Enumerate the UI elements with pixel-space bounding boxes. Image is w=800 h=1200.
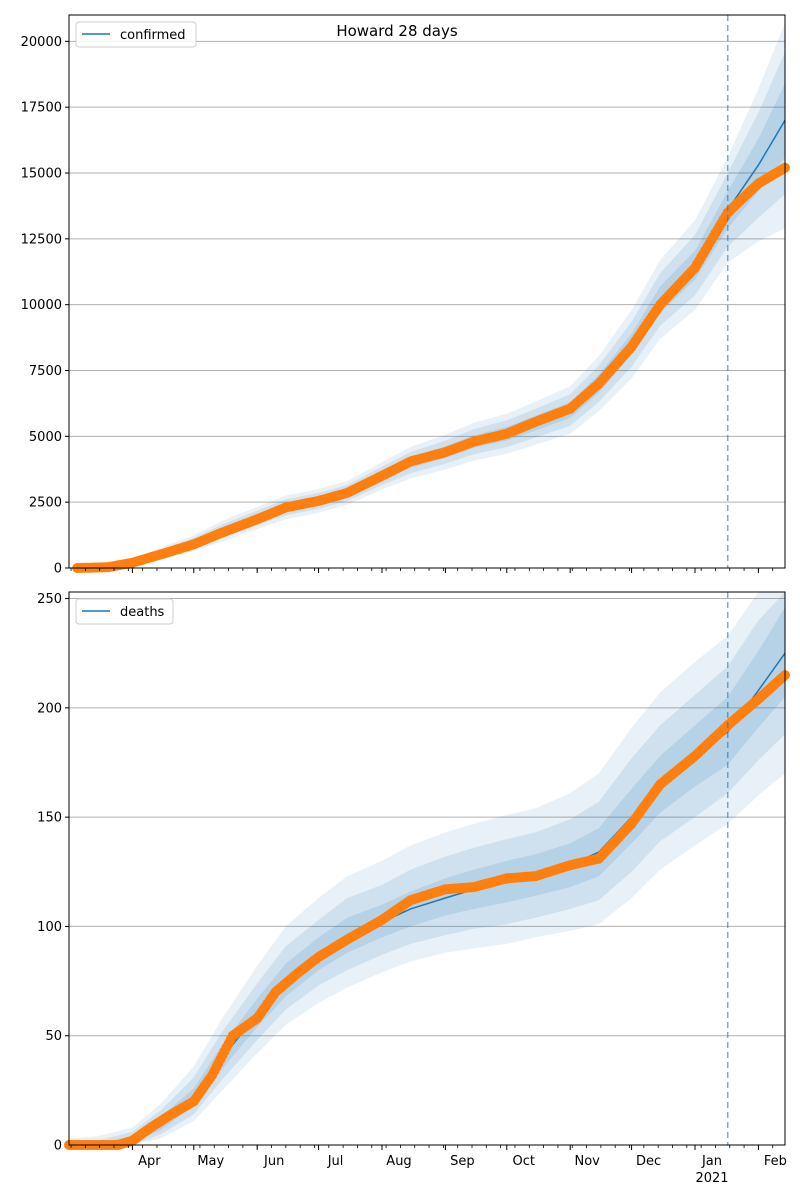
deaths-panel: 0 50 100 150 200 250 Apr May Jun Jul Aug Sep Oct Nov D… — [37, 591, 790, 1186]
deaths-x-tick-label: Oct — [513, 1154, 535, 1169]
confirmed-legend: confirmed — [75, 21, 197, 48]
confirmed-legend-label: confirmed — [120, 28, 186, 43]
deaths-x-tick-label: Feb — [764, 1154, 787, 1169]
deaths-x-tick-label: Jun — [263, 1154, 284, 1169]
deaths-y-tick-label: 0 — [54, 1139, 62, 1154]
deaths-legend-box — [75, 598, 174, 625]
confirmed-uncertainty-band-1 — [77, 83, 785, 568]
deaths-x-tick-label: Aug — [386, 1154, 411, 1169]
confirmed-legend-box — [75, 21, 197, 48]
confirmed-y-tick-label: 20000 — [21, 35, 62, 50]
deaths-y-tick-label: 100 — [37, 920, 62, 935]
deaths-uncertainty-band-3 — [69, 592, 785, 1145]
deaths-legend-label: deaths — [120, 605, 165, 620]
confirmed-panel: 0 2500 5000 7500 10000 12500 15000 17500 20000 Ho… — [21, 14, 790, 577]
chart-title: Howard 28 days — [336, 22, 458, 40]
confirmed-y-tick-label: 15000 — [21, 167, 62, 182]
x-tick-year-label: 2021 — [695, 1171, 728, 1186]
deaths-x-tick-label: Sep — [450, 1154, 475, 1169]
deaths-legend: deaths — [75, 598, 174, 625]
deaths-x-tick-label: May — [197, 1154, 224, 1169]
deaths-y-tick-label: 250 — [37, 592, 62, 607]
confirmed-y-tick-label: 5000 — [29, 430, 62, 445]
deaths-axes-frame — [68, 591, 786, 1146]
deaths-y-tick-label: 150 — [37, 811, 62, 826]
deaths-uncertainty-band-2 — [69, 592, 785, 1145]
deaths-y-tick-label: 50 — [45, 1029, 62, 1044]
deaths-x-tick-label: Jan — [701, 1154, 722, 1169]
confirmed-y-tick-label: 12500 — [21, 232, 62, 247]
confirmed-y-tick-label: 17500 — [21, 101, 62, 116]
deaths-x-tick-label: Jul — [327, 1154, 344, 1169]
confirmed-axes-frame — [68, 14, 786, 569]
deaths-y-tick-label: 200 — [37, 701, 62, 716]
confirmed-y-tick-label: 7500 — [29, 364, 62, 379]
deaths-x-tick-label: Apr — [138, 1154, 161, 1169]
confirmed-uncertainty-band-2 — [77, 51, 785, 568]
deaths-x-tick-label: Nov — [575, 1154, 601, 1169]
confirmed-y-tick-label: 2500 — [29, 496, 62, 511]
confirmed-model-line — [77, 119, 786, 569]
deaths-x-tick-label: Dec — [636, 1154, 661, 1169]
confirmed-y-tick-label: 10000 — [21, 298, 62, 313]
confirmed-y-tick-label: 0 — [54, 562, 62, 577]
